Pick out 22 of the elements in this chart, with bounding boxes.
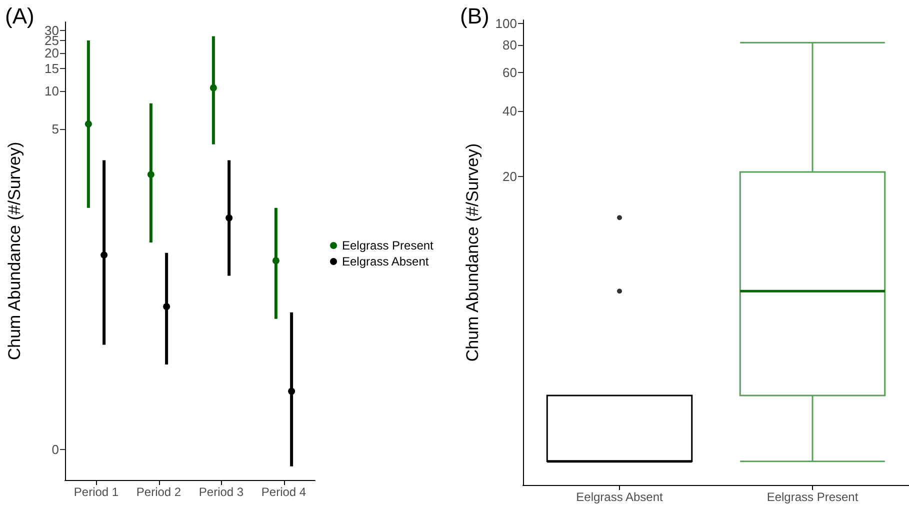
y-tick-label: 5 [52,122,59,137]
x-tick-label: Eelgrass Present [766,490,859,504]
y-tick-label: 15 [44,61,59,76]
y-tick-label: 20 [44,45,59,60]
legend-label: Eelgrass Absent [342,254,430,268]
x-tick-label: Period 4 [261,485,306,499]
y-tick-label: 100 [495,16,517,32]
x-tick-label: Period 3 [198,485,244,499]
y-tick-label: 80 [502,37,517,52]
x-tick-label: Eelgrass Absent [576,490,664,504]
y-tick-label: 10 [44,84,59,99]
chart-title: (A) [5,4,34,28]
x-tick-label: Period 1 [74,485,119,499]
chart-title: (B) [460,4,490,28]
y-tick-label: 20 [502,169,517,184]
y-tick-label: 60 [502,64,517,80]
y-axis-title: Chum Abundance (#/Survey) [5,142,24,360]
y-tick-label: 0 [52,442,59,457]
legend-label: Eelgrass Present [342,238,434,252]
y-axis-title: Chum Abundance (#/Survey) [463,143,482,362]
y-tick-label: 40 [502,103,517,118]
x-tick-label: Period 2 [136,485,182,499]
